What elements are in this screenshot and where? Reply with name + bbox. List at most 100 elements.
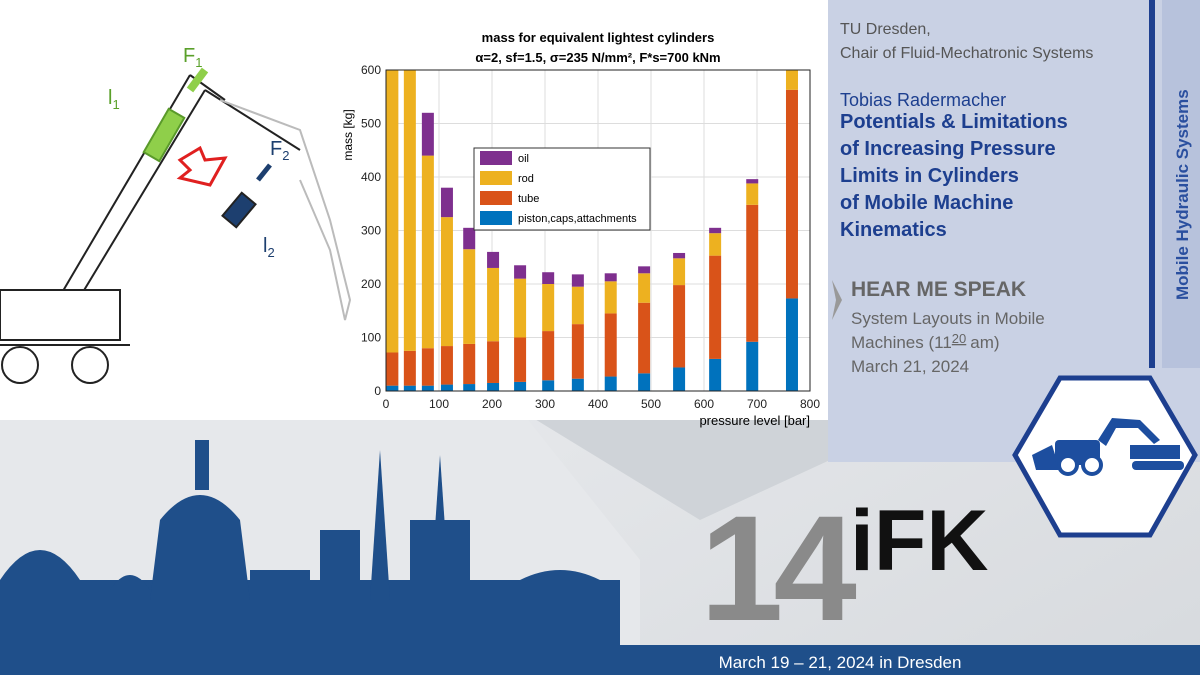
- x-tick-label: 0: [383, 397, 390, 411]
- title-line: of Mobile Machine: [840, 192, 1013, 214]
- bar-segment: [487, 382, 500, 391]
- legend-label: rod: [518, 173, 534, 185]
- bar-segment: [386, 385, 399, 391]
- bar-segment: [542, 284, 555, 332]
- bar-segment: [487, 251, 500, 268]
- bar-segment: [403, 350, 416, 386]
- legend: piston,caps,attachments tube rod oil: [473, 147, 651, 231]
- bar-segment: [463, 249, 476, 344]
- y-tick-label: 100: [361, 331, 381, 345]
- chart-subtitle: α=2, sf=1.5, σ=235 N/mm², F*s=700 kNm: [475, 50, 720, 65]
- y-tick-label: 500: [361, 117, 381, 131]
- legend-swatch: [480, 211, 512, 225]
- skyline: [0, 440, 620, 650]
- bar-segment: [638, 273, 651, 303]
- bar-segment: [487, 341, 500, 383]
- bar-segment: [785, 298, 798, 391]
- bar-segment: [514, 278, 527, 338]
- side-strip: [1149, 0, 1155, 368]
- x-tick-label: 300: [535, 397, 555, 411]
- legend-label: piston,caps,attachments: [518, 213, 637, 225]
- hex-logo: [1012, 375, 1198, 538]
- bar-segment: [746, 341, 759, 391]
- session: System Layouts in Mobile: [851, 309, 1045, 328]
- x-tick-label: 500: [641, 397, 661, 411]
- institution: TU Dresden,: [840, 21, 931, 38]
- title-line: Limits in Cylinders: [840, 165, 1019, 187]
- bar-segment: [542, 272, 555, 284]
- bar-segment: [709, 255, 722, 359]
- diagram-label: F1: [183, 45, 202, 70]
- bar-segment: [571, 286, 584, 325]
- bar-segment: [421, 112, 434, 156]
- bar-segment: [571, 324, 584, 379]
- x-tick-label: 100: [429, 397, 449, 411]
- legend-label: tube: [518, 193, 539, 205]
- label-sub: 1: [195, 55, 202, 70]
- time-suffix: am): [970, 333, 999, 352]
- bar-segment: [746, 204, 759, 342]
- chair: Chair of Fluid-Mechatronic Systems: [840, 45, 1093, 62]
- bar-segment: [673, 252, 686, 259]
- bar-segment: [514, 337, 527, 382]
- label-sub: 1: [112, 97, 119, 112]
- talk-heading: HEAR ME SPEAK: [851, 278, 1026, 301]
- bar-segment: [673, 367, 686, 391]
- bar-segment: [403, 70, 416, 351]
- event-number: 14: [700, 484, 856, 652]
- bar-segment: [673, 285, 686, 368]
- bar-segment: [571, 274, 584, 287]
- y-axis-label: mass [kg]: [341, 109, 355, 160]
- time-prefix: Machines (11: [851, 333, 952, 352]
- bar-segment: [440, 346, 453, 385]
- bar-segment: [403, 385, 416, 391]
- chart-title: mass for equivalent lightest cylinders: [482, 30, 715, 45]
- x-tick-label: 400: [588, 397, 608, 411]
- bar-segment: [709, 227, 722, 234]
- bar-segment: [709, 358, 722, 391]
- x-axis-label: pressure level [bar]: [699, 413, 810, 428]
- bars: [386, 70, 798, 391]
- title-line: Kinematics: [840, 219, 947, 241]
- x-tick-label: 200: [482, 397, 502, 411]
- bar-segment: [785, 70, 798, 90]
- bar-segment: [463, 384, 476, 391]
- bar-segment: [514, 381, 527, 391]
- bar-segment: [386, 352, 399, 386]
- label-main: l: [108, 87, 112, 109]
- bar-segment: [421, 385, 434, 391]
- label-sub: 2: [282, 148, 289, 163]
- event-dates: March 19 – 21, 2024 in Dresden: [719, 653, 962, 672]
- bar-segment: [440, 187, 453, 218]
- bar-segment: [421, 348, 434, 386]
- talk-title: Potentials & Limitations of Increasing Pr…: [840, 111, 1068, 241]
- y-tick-label: 0: [374, 384, 381, 398]
- title-line: Potentials & Limitations: [840, 111, 1068, 133]
- time-minutes: 20: [952, 331, 966, 346]
- diagram-label: F2: [270, 138, 289, 163]
- x-tick-label: 600: [694, 397, 714, 411]
- bar-segment: [638, 266, 651, 274]
- plot-border: [385, 69, 811, 392]
- bar-segment: [638, 373, 651, 391]
- chevron: [832, 280, 842, 320]
- bar-segment: [487, 267, 500, 342]
- excavator-icon: [1032, 418, 1184, 476]
- speaker: Tobias Radermacher: [840, 90, 1006, 110]
- bg-shape: [520, 410, 830, 520]
- diagram-label: l2: [263, 235, 275, 260]
- bar-segment: [746, 179, 759, 184]
- bar-segment: [673, 258, 686, 286]
- legend-label: oil: [518, 153, 529, 165]
- x-tick-label: 800: [800, 397, 820, 411]
- label-sub: 2: [267, 245, 274, 260]
- label-main: F: [183, 45, 195, 67]
- title-line: of Increasing Pressure: [840, 138, 1056, 160]
- bar-segment: [638, 302, 651, 374]
- bar-segment: [463, 343, 476, 385]
- bar-segment: [386, 70, 399, 353]
- bar-segment: [604, 376, 617, 391]
- session-time: Machines (1120 am): [851, 331, 1000, 352]
- bar-segment: [421, 155, 434, 349]
